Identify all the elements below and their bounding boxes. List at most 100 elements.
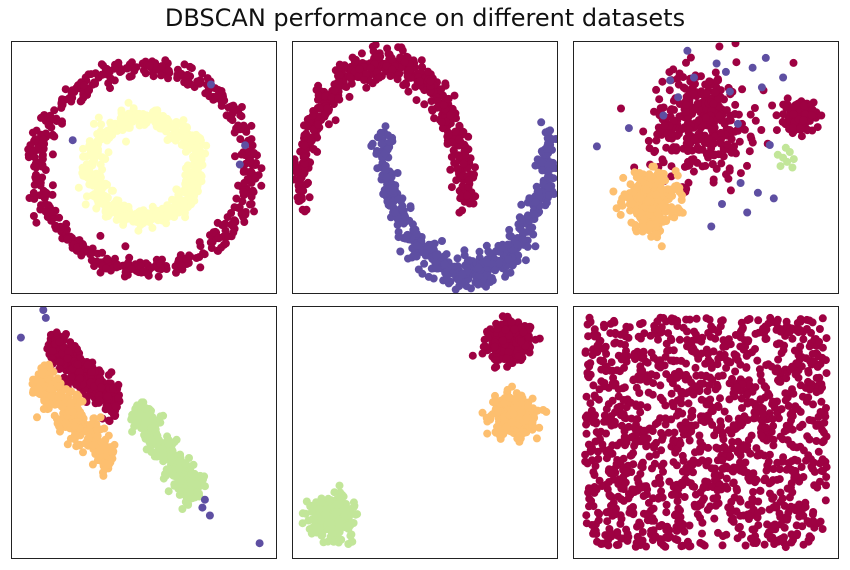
data-point [104, 431, 113, 440]
data-point [301, 509, 310, 518]
data-point [683, 147, 692, 155]
data-point [181, 460, 190, 468]
scatter-plot [573, 306, 839, 559]
data-point [546, 126, 555, 135]
data-point [423, 67, 432, 76]
data-point [337, 535, 346, 544]
data-point [335, 60, 344, 69]
data-point [93, 432, 102, 440]
data-point [309, 125, 318, 134]
data-point [73, 390, 81, 399]
data-point [126, 113, 135, 122]
data-point [106, 443, 115, 452]
data-point [108, 186, 117, 195]
data-point [44, 360, 53, 369]
data-point [468, 351, 477, 360]
data-point [513, 434, 522, 443]
data-point [437, 118, 446, 126]
data-point [716, 139, 725, 148]
data-point [77, 251, 86, 260]
data-point [519, 328, 528, 337]
data-point [335, 481, 344, 490]
data-point [666, 76, 675, 85]
data-point [440, 260, 449, 269]
data-point [653, 209, 662, 218]
data-point [145, 61, 154, 70]
data-point [75, 368, 84, 376]
data-point [500, 399, 509, 408]
data-point [247, 192, 256, 201]
data-point [116, 120, 125, 128]
data-point [639, 127, 648, 136]
data-point [445, 130, 453, 139]
data-point [100, 200, 109, 209]
data-point [479, 342, 488, 351]
data-point [48, 150, 57, 159]
data-point [773, 150, 782, 159]
data-point [46, 368, 55, 377]
data-point [300, 159, 309, 168]
data-point [651, 229, 660, 238]
data-point [329, 100, 338, 109]
data-point [306, 502, 315, 511]
data-point [164, 440, 173, 448]
data-point [237, 209, 246, 218]
data-point [110, 76, 119, 85]
data-point [92, 193, 101, 202]
data-point [247, 121, 256, 130]
data-point [109, 384, 117, 393]
figure-title: DBSCAN performance on different datasets [164, 4, 686, 32]
data-point [183, 70, 192, 79]
data-point [465, 256, 474, 265]
data-point [702, 113, 710, 122]
data-point [41, 313, 50, 322]
data-point [107, 208, 116, 217]
data-point [652, 85, 661, 94]
data-point [55, 337, 64, 346]
data-point [398, 46, 407, 55]
data-point [723, 140, 732, 149]
data-point [665, 86, 674, 95]
data-point [41, 200, 50, 209]
data-point [464, 182, 473, 191]
data-point [122, 210, 131, 219]
data-point [692, 314, 701, 323]
data-point [125, 72, 134, 81]
plot-frame [11, 41, 277, 294]
data-point [292, 175, 298, 184]
data-point [461, 150, 470, 159]
data-point [187, 170, 196, 179]
data-point [454, 152, 463, 161]
data-point [772, 126, 781, 135]
data-point [751, 116, 760, 125]
data-point [498, 336, 507, 345]
data-point [97, 383, 106, 392]
data-point [217, 97, 226, 106]
data-point [455, 121, 464, 130]
data-point [230, 203, 239, 212]
data-point [715, 42, 724, 51]
data-point [685, 125, 694, 134]
data-point [164, 74, 172, 83]
data-point [90, 262, 99, 271]
data-point [678, 125, 687, 134]
data-point [221, 239, 230, 248]
data-point [247, 167, 256, 176]
data-point [669, 65, 678, 74]
data-point [458, 182, 467, 191]
data-point [67, 97, 76, 106]
data-point [394, 195, 403, 204]
data-point [709, 175, 718, 184]
data-point [330, 488, 339, 497]
data-point [678, 208, 687, 217]
data-point [765, 141, 774, 149]
data-point [521, 256, 530, 265]
data-point [339, 505, 348, 514]
data-point [314, 91, 323, 100]
data-point [304, 178, 312, 187]
data-point [189, 460, 198, 469]
data-point [37, 369, 46, 378]
data-point [543, 173, 552, 181]
data-point [299, 153, 308, 162]
data-point [175, 458, 184, 467]
